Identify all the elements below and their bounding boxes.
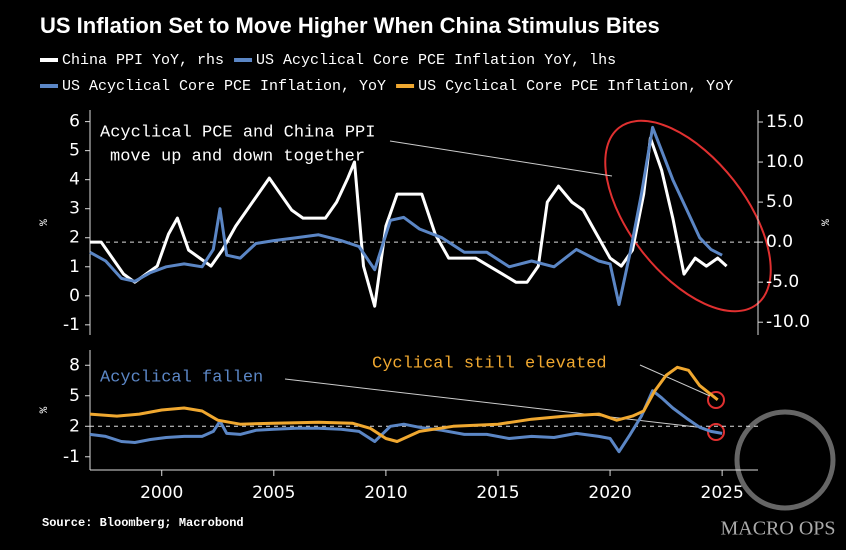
annotation: Cyclical still elevated [372, 354, 607, 373]
y-tick-label: 3 [69, 199, 80, 219]
y-tick-label: 1 [69, 257, 80, 277]
y-tick-label: 5 [69, 386, 80, 406]
y2-axis-label: % [821, 219, 833, 226]
series-line [89, 365, 719, 443]
y-tick-label: -1 [63, 315, 80, 335]
annotation-pointer [389, 140, 613, 177]
highlight-circle [707, 391, 725, 409]
legend-label: China PPI YoY, rhs [62, 52, 224, 69]
y-tick-label: -1 [63, 447, 80, 467]
y-tick-label: 5 [69, 141, 80, 161]
y-axis-label: % [39, 406, 51, 413]
x-tick-label: 2010 [364, 483, 407, 503]
legend-label: US Acyclical Core PCE Inflation, YoY [62, 78, 386, 95]
y2-tick-label: 10.0 [766, 152, 804, 172]
chart-title: US Inflation Set to Move Higher When Chi… [40, 13, 660, 38]
x-tick-label: 2000 [140, 483, 183, 503]
y-tick-label: 4 [69, 170, 80, 190]
annotation-pointer [284, 378, 706, 429]
source: Source: Bloomberg; Macrobond [42, 516, 244, 530]
series-line [89, 125, 723, 306]
y-tick-label: 2 [69, 416, 80, 436]
y-tick-label: 8 [69, 355, 80, 375]
highlight-circle [707, 423, 725, 441]
y-tick-label: 2 [69, 228, 80, 248]
watermark: MACRO OPS [720, 409, 836, 540]
legend-label: US Cyclical Core PCE Inflation, YoY [418, 78, 733, 95]
x-tick-label: 2015 [476, 483, 519, 503]
y-tick-label: 0 [69, 286, 80, 306]
watermark-ring [734, 409, 836, 511]
y-tick-label: 6 [69, 112, 80, 132]
x-tick-label: 2005 [252, 483, 295, 503]
watermark-text: MACRO OPS [720, 518, 835, 540]
annotation: Acyclical PCE and China PPI [100, 123, 375, 142]
x-tick-label: 2020 [588, 483, 631, 503]
annotation-pointer [639, 364, 711, 397]
legend-label: US Acyclical Core PCE Inflation YoY, lhs [256, 52, 616, 69]
y2-tick-label: 5.0 [766, 192, 793, 212]
y2-tick-label: -10.0 [766, 312, 810, 332]
x-tick-label: 2025 [701, 483, 744, 503]
y2-tick-label: 0.0 [766, 232, 793, 252]
annotation: Acyclical fallen [100, 368, 263, 387]
annotation: move up and down together [110, 147, 365, 166]
highlight-ellipse [604, 119, 772, 313]
y2-tick-label: 15.0 [766, 112, 804, 132]
y-axis-label: % [39, 219, 51, 226]
y2-tick-label: -5.0 [766, 272, 799, 292]
